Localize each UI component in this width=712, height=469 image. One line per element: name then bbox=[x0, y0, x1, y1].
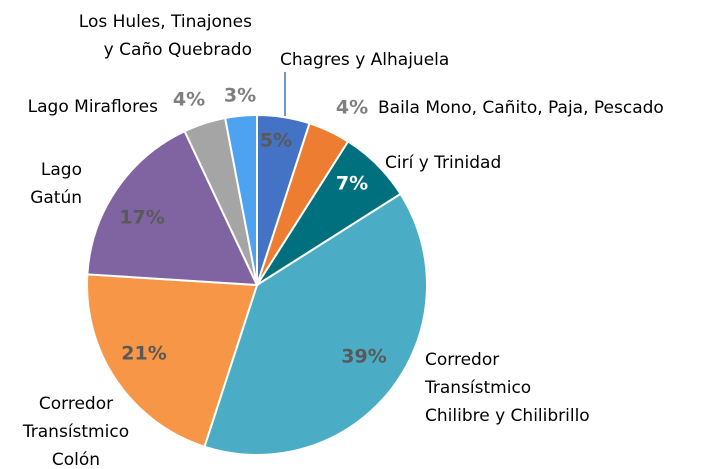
category-label-line: y Caño Quebrado bbox=[104, 40, 252, 60]
value-label: 4% bbox=[336, 97, 368, 119]
category-label-line: Lago bbox=[41, 160, 82, 180]
category-label: Chagres y Alhajuela bbox=[280, 50, 449, 70]
pie-slice bbox=[223, 113, 258, 286]
category-label: Corredor Transístmico Colón bbox=[22, 394, 129, 469]
category-label-line: Baila Mono, Cañito, Paja, Pescado bbox=[378, 98, 664, 118]
value-label: 3% bbox=[224, 85, 256, 107]
category-label-line: Colón bbox=[52, 450, 100, 469]
category-label-line: Transístmico bbox=[424, 378, 531, 398]
category-label-line: Chilibre y Chilibrillo bbox=[425, 406, 590, 426]
value-label: 4% bbox=[173, 89, 205, 111]
category-label: Corredor Transístmico Chilibre y Chilibril… bbox=[424, 350, 590, 426]
pie-slice bbox=[203, 192, 429, 457]
category-label-line: Chagres y Alhajuela bbox=[280, 50, 449, 70]
value-label: 7% bbox=[336, 173, 368, 195]
value-label: 21% bbox=[121, 343, 166, 365]
value-label: 39% bbox=[341, 346, 386, 368]
category-label-line: Gatún bbox=[30, 188, 82, 208]
pie-slice bbox=[86, 129, 259, 287]
value-label: 5% bbox=[260, 130, 292, 152]
pie-slice bbox=[86, 273, 259, 448]
category-label: Lago Gatún bbox=[30, 160, 82, 208]
category-label: Cirí y Trinidad bbox=[385, 153, 501, 173]
category-label-line: Los Hules, Tinajones bbox=[79, 12, 252, 32]
category-label-line: Lago Miraflores bbox=[28, 97, 158, 117]
category-label: Baila Mono, Cañito, Paja, Pescado bbox=[378, 98, 664, 118]
category-label: Lago Miraflores bbox=[28, 97, 158, 117]
category-label-line: Cirí y Trinidad bbox=[385, 153, 501, 173]
category-label-line: Corredor bbox=[39, 394, 113, 414]
category-label: Los Hules, Tinajones y Caño Quebrado bbox=[79, 12, 252, 60]
value-label: 17% bbox=[119, 207, 164, 229]
category-label-line: Transístmico bbox=[22, 422, 129, 442]
category-label-line: Corredor bbox=[425, 350, 499, 370]
